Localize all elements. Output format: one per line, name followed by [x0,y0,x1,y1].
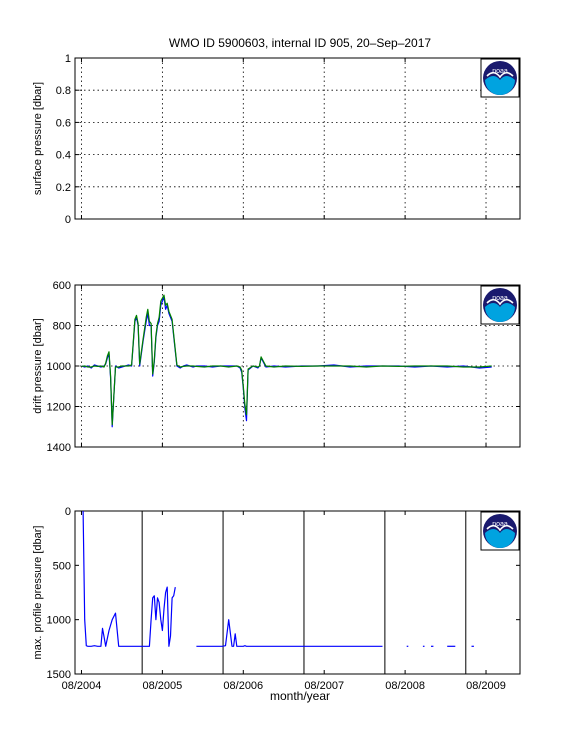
noaa-logo-wave [485,303,515,322]
y-tick-label: 1000 [47,615,71,627]
x-tick-label: 08/2009 [466,680,506,692]
y-tick-label: 800 [53,321,71,333]
y-tick-label: 1000 [47,361,71,373]
noaa-logo-text: noaa [492,68,508,75]
y-tick-label: 0.2 [56,182,71,194]
y-axis-label: drift pressure [dbar] [32,318,44,413]
noaa-logo-bird [486,524,514,532]
y-tick-label: 600 [53,280,71,292]
panel-1: 0 0.2 0.4 0.6 0.8 1 surface pressure [dbar] noa… [32,53,521,226]
figure-title: WMO ID 5900603, internal ID 905, 20–Sep–… [169,36,431,50]
x-axis-label: month/year [270,689,330,703]
x-tick-label: 08/2005 [142,680,182,692]
y-tick-label: 0.8 [56,85,71,97]
y-tick-label: 1400 [47,442,71,454]
y-tick-label: 500 [53,560,71,572]
y-tick-label: 1 [65,53,71,65]
noaa-logo-wave [485,529,515,548]
plots-group: 0 0.2 0.4 0.6 0.8 1 surface pressure [dbar] noa… [32,53,521,692]
axes-box [74,57,521,220]
noaa-logo-text: noaa [492,521,508,528]
series-line-1 [82,510,176,647]
x-tick-label: 08/2004 [62,680,102,692]
x-tick-label: 08/2007 [304,680,344,692]
noaa-logo-bird [486,298,514,306]
panel-2: 600 800 1000 1200 1400 drift pressure [dbar] n… [32,280,521,454]
y-axis-label: max. profile pressure [dbar] [32,526,44,660]
y-tick-label: 0.6 [56,117,71,129]
y-tick-label: 0 [65,506,71,518]
y-axis-label: surface pressure [dbar] [32,82,44,195]
y-tick-label: 1500 [47,669,71,681]
y-tick-label: 1200 [47,402,71,414]
series-line-2 [196,619,383,647]
y-tick-label: 0 [65,214,71,226]
x-tick-label: 08/2006 [223,680,263,692]
x-tick-label: 08/2008 [385,680,425,692]
noaa-logo-bird [486,71,514,79]
noaa-logo-wave [485,76,515,95]
series-line-2 [81,294,492,426]
noaa-logo-text: noaa [492,295,508,302]
y-tick-label: 0.4 [56,150,71,162]
